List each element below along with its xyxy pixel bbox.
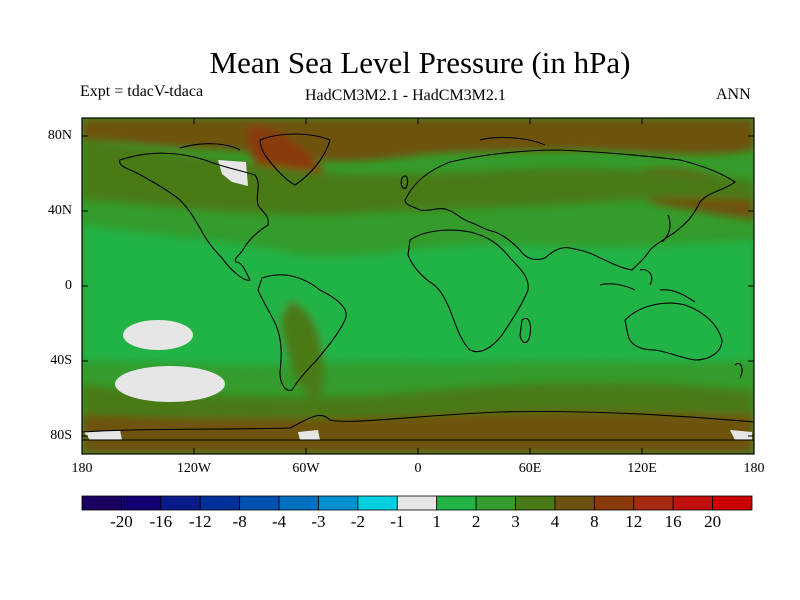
colorbar-tick-label: -4 bbox=[271, 512, 287, 531]
colorbar-swatch bbox=[712, 495, 753, 511]
season-label: ANN bbox=[716, 86, 751, 103]
colorbar-tick-label: -3 bbox=[311, 512, 326, 531]
coastlines bbox=[82, 133, 754, 441]
lat-label-80n: 80N bbox=[47, 128, 72, 143]
lat-label-40s: 40S bbox=[50, 353, 72, 368]
lon-label-180w: 180 bbox=[71, 461, 93, 476]
lon-label-180e: 180 bbox=[743, 461, 765, 476]
colorbar-tick-label: 1 bbox=[432, 512, 441, 531]
colorbar-swatch bbox=[593, 495, 635, 511]
colorbar-tick-label: -20 bbox=[110, 512, 133, 531]
model-label: HadCM3M2.1 - HadCM3M2.1 bbox=[305, 87, 506, 104]
grey-patch bbox=[115, 366, 225, 402]
colorbar-swatch bbox=[121, 495, 162, 511]
colorbar-swatch bbox=[672, 495, 713, 511]
lat-label-80s: 80S bbox=[50, 428, 72, 443]
colorbar-tick-label: 8 bbox=[590, 512, 599, 531]
colorbar-tick-label: -12 bbox=[188, 512, 212, 531]
lat-label-eq: 0 bbox=[65, 278, 72, 293]
colorbar-swatch bbox=[239, 495, 280, 511]
colorbar-swatch bbox=[515, 495, 556, 511]
colorbar-swatch bbox=[357, 495, 398, 511]
map-field bbox=[82, 118, 754, 454]
colorbar-tick-label: -16 bbox=[149, 512, 173, 531]
colorbar-tick-label: -2 bbox=[350, 512, 365, 531]
colorbar-swatch bbox=[81, 495, 122, 511]
colorbar-tick-label: 12 bbox=[625, 512, 643, 531]
lon-label-60w: 60W bbox=[292, 461, 320, 476]
grey-patch bbox=[298, 430, 320, 440]
experiment-label: Expt = tdacV-tdaca bbox=[80, 83, 204, 100]
lon-label-120e: 120E bbox=[627, 461, 657, 476]
colorbar bbox=[81, 495, 753, 511]
colorbar-swatch bbox=[160, 495, 201, 511]
colorbar-swatch bbox=[436, 495, 477, 511]
colorbar-swatch bbox=[396, 495, 438, 511]
lon-label-120w: 120W bbox=[176, 461, 212, 476]
page-title: Mean Sea Level Pressure (in hPa) bbox=[209, 45, 631, 80]
colorbar-swatch bbox=[475, 495, 516, 511]
colorbar-tick-label: 20 bbox=[704, 512, 722, 531]
colorbar-tick-label: 16 bbox=[664, 512, 682, 531]
colorbar-swatch bbox=[199, 495, 241, 511]
colorbar-swatch bbox=[554, 495, 595, 511]
colorbar-swatch bbox=[278, 495, 319, 511]
grey-patch bbox=[123, 320, 193, 350]
lat-label-40n: 40N bbox=[47, 203, 72, 218]
grey-patch bbox=[730, 430, 752, 440]
colorbar-tick-label: 2 bbox=[471, 512, 481, 531]
axis-ticks bbox=[82, 118, 754, 454]
colorbar-tick-label: -1 bbox=[390, 512, 405, 531]
colorbar-tick-label: 3 bbox=[511, 512, 520, 531]
grey-patch bbox=[84, 430, 122, 440]
lon-label-60e: 60E bbox=[518, 461, 542, 476]
colorbar-tick-label: 4 bbox=[550, 512, 560, 531]
colorbar-tick-label: -8 bbox=[232, 512, 247, 531]
colorbar-swatch bbox=[633, 495, 674, 511]
colorbar-swatch bbox=[318, 495, 359, 511]
lon-label-0: 0 bbox=[414, 461, 422, 476]
